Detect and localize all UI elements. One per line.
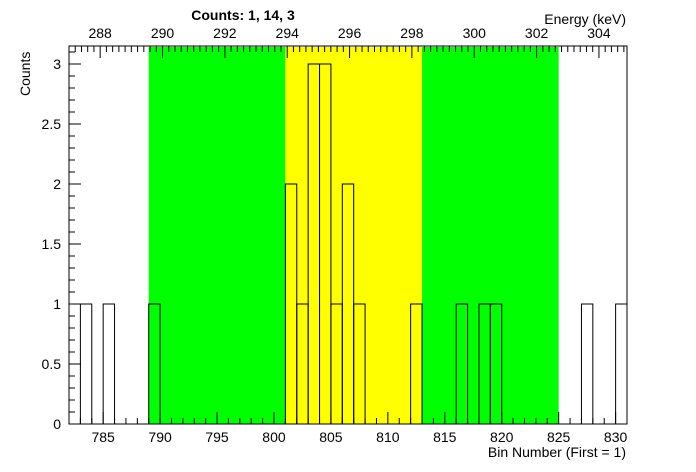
y-tick-label: 1: [53, 296, 61, 312]
top-tick-label: 296: [338, 25, 362, 41]
top-axis-title: Energy (keV): [544, 11, 626, 27]
top-tick-label: 292: [213, 25, 237, 41]
y-axis-title: Counts: [17, 52, 33, 96]
left-axis: 0 0.5 1 1.5 2 2.5 3: [42, 51, 81, 432]
histogram-bar-807: [353, 303, 366, 424]
histogram-bar-819: [489, 303, 503, 424]
x-tick-label: 830: [604, 429, 628, 445]
x-tick-label: 790: [148, 429, 172, 445]
bottom-axis: 785 790 795 800 805 810 815 820 825 830: [68, 412, 628, 445]
x-tick-label: 795: [205, 429, 229, 445]
top-tick-label: 294: [276, 25, 300, 41]
top-tick-label: 288: [88, 25, 112, 41]
top-tick-label: 298: [400, 25, 424, 41]
plot-frame: [68, 45, 628, 425]
x-tick-label: 810: [376, 429, 400, 445]
region-left-background: [148, 47, 286, 424]
chart-title: Counts: 1, 14, 3: [191, 7, 295, 23]
x-tick-label: 820: [490, 429, 514, 445]
x-tick-label: 785: [91, 429, 115, 445]
top-tick-label: 290: [151, 25, 175, 41]
x-axis-title: Bin Number (First = 1): [488, 444, 626, 460]
histogram-bar-816: [455, 303, 469, 424]
histogram-layer: [79, 63, 628, 424]
histogram-bar-812: [410, 303, 423, 424]
y-tick-label: 0.5: [42, 356, 62, 372]
y-tick-label: 2.5: [42, 116, 62, 132]
histogram-bar-789: [148, 303, 161, 424]
histogram-bar-783: [79, 303, 93, 424]
top-tick-label: 302: [525, 25, 549, 41]
histogram-bar-827: [580, 303, 594, 424]
histogram-bar-785: [102, 303, 116, 424]
y-tick-label: 3: [53, 56, 61, 72]
histogram-bar-830: [615, 303, 628, 424]
top-axis: 288 290 292 294 296 298 300 302 304: [68, 25, 625, 58]
y-tick-label: 0: [53, 416, 61, 432]
y-tick-label: 1.5: [42, 236, 62, 252]
top-tick-label: 300: [463, 25, 487, 41]
x-tick-label: 805: [319, 429, 343, 445]
x-tick-label: 825: [547, 429, 571, 445]
histogram-bar-804: [319, 63, 332, 424]
x-tick-label: 815: [433, 429, 457, 445]
x-tick-label: 800: [262, 429, 286, 445]
y-tick-label: 2: [53, 176, 61, 192]
top-tick-label: 304: [587, 25, 611, 41]
